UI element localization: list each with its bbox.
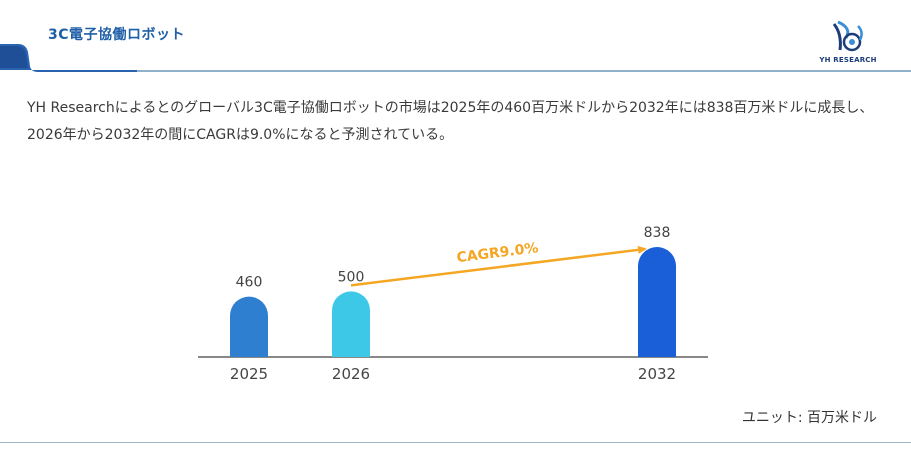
x-tick-label-2032: 2032 (638, 365, 676, 383)
logo-mark-icon (832, 20, 863, 52)
unit-label: ユニット: 百万米ドル (741, 410, 877, 426)
bar-2032 (638, 247, 676, 357)
data-label-2032: 838 (644, 225, 671, 241)
cagr-arrow (350, 245, 647, 287)
page-title: 3C電子協働ロボット (48, 27, 186, 43)
bar-2025 (230, 296, 268, 357)
market-description: YH Researchによるとのグローバル3C電子協働ロボットの市場は2025年… (27, 100, 874, 143)
header-tab-decoration (0, 44, 137, 72)
x-tick-label-2025: 2025 (230, 365, 268, 383)
header: 3C電子協働ロボット YH RESEARCH (0, 0, 911, 80)
data-label-2026: 500 (338, 269, 365, 285)
data-label-2025: 460 (236, 275, 263, 291)
bar-2026 (332, 291, 370, 357)
x-tick-label-2026: 2026 (332, 365, 370, 383)
footer-divider (0, 442, 911, 443)
cagr-annotation: CAGR9.0% (456, 240, 540, 266)
header-divider (137, 70, 911, 72)
logo-text: YH RESEARCH (819, 56, 877, 64)
yh-research-logo: YH RESEARCH (812, 20, 884, 68)
